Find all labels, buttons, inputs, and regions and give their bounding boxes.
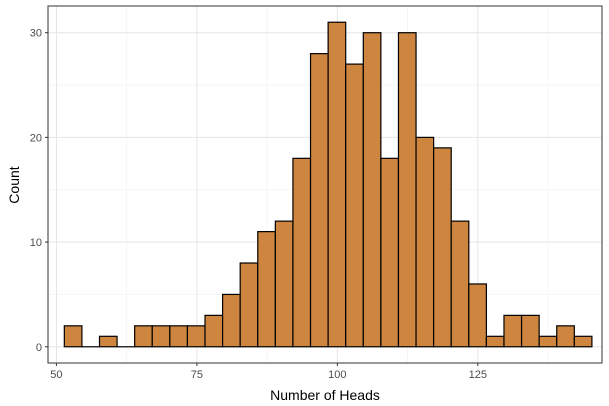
histogram-bar — [397, 32, 417, 348]
histogram-bar — [292, 157, 312, 348]
y-tick-label: 10 — [30, 237, 42, 249]
x-tick-label: 125 — [469, 369, 487, 381]
histogram-bar — [380, 157, 400, 348]
y-tick-label: 0 — [36, 342, 42, 354]
histogram-bar — [98, 335, 118, 348]
histogram-bar — [538, 335, 558, 348]
plot-border — [47, 5, 603, 364]
x-tick-label: 100 — [328, 369, 346, 381]
histogram-bar — [63, 325, 83, 348]
x-tick-label: 75 — [191, 369, 203, 381]
histogram-bar — [415, 136, 435, 348]
histogram-bar — [485, 335, 505, 348]
histogram-bar — [151, 325, 171, 348]
histogram-bar — [573, 335, 593, 348]
histogram-bar — [274, 220, 294, 348]
y-tick-label: 30 — [30, 28, 42, 40]
y-tick-label: 20 — [30, 132, 42, 144]
x-axis-ticks: 50 75 100 125 — [50, 363, 487, 381]
y-axis-ticks: 0 10 20 30 — [30, 28, 48, 354]
histogram-bar — [186, 325, 206, 348]
histogram-bar — [433, 147, 452, 348]
histogram-bar — [204, 314, 224, 348]
histogram-bar — [503, 314, 523, 348]
histogram-bar — [520, 314, 540, 348]
histogram-bar — [556, 325, 575, 348]
x-tick-label: 50 — [50, 369, 62, 381]
histogram-bar — [450, 220, 470, 348]
histogram-bar — [169, 325, 189, 348]
y-axis-title: Count — [6, 166, 22, 203]
histogram-bar — [327, 21, 347, 348]
histogram-bar — [239, 262, 259, 348]
histogram-bar — [362, 32, 382, 348]
histogram-bar — [309, 53, 329, 348]
histogram-bar — [468, 283, 487, 348]
histogram-bar — [345, 63, 364, 348]
histogram-bar — [134, 325, 153, 348]
histogram-bars — [63, 21, 593, 348]
x-axis-title: Number of Heads — [270, 387, 380, 403]
histogram-bar — [257, 231, 276, 348]
histogram-bar — [221, 293, 241, 348]
